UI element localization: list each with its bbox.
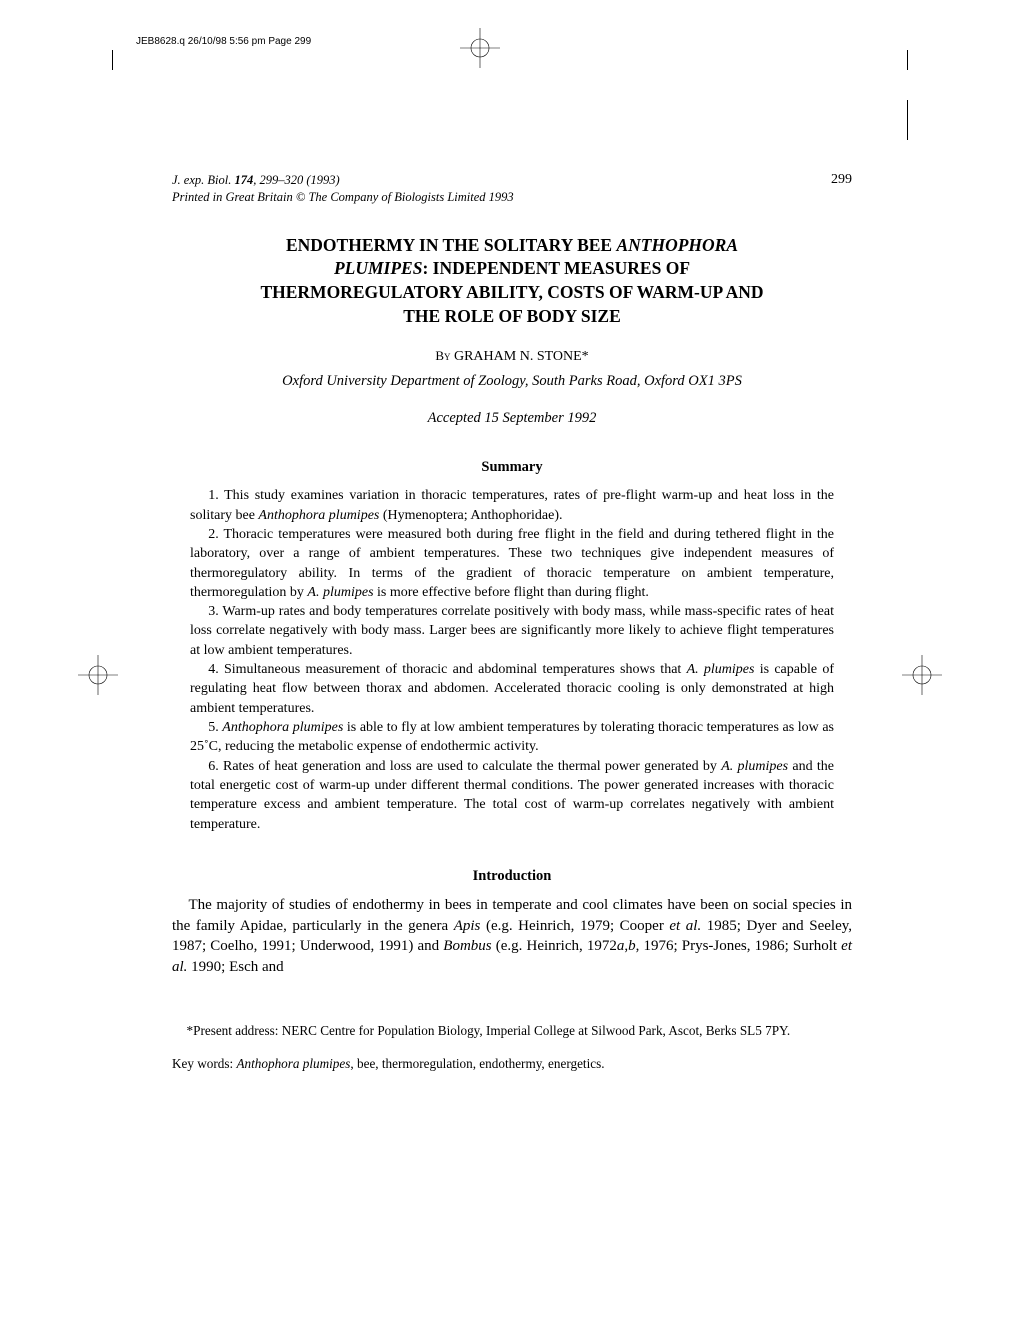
journal-pages: , 299–320 (1993)	[253, 173, 339, 187]
keywords-rest: , bee, thermoregulation, endothermy, ene…	[350, 1056, 604, 1071]
title-line2: : INDEPENDENT MEASURES OF	[422, 258, 690, 278]
summary-p1: 1. This study examines variation in thor…	[172, 486, 852, 525]
summary-p4-i: A. plumipes	[687, 662, 755, 677]
summary-p2-b: is more effective before flight than dur…	[374, 585, 649, 600]
summary-p6-a: 6. Rates of heat generation and loss are…	[208, 759, 721, 774]
title-line1-italic: ANTHOPHORA	[616, 235, 738, 255]
title-line3: THERMOREGULATORY ABILITY, COSTS OF WARM-…	[260, 282, 763, 302]
author-affiliation: Oxford University Department of Zoology,…	[172, 373, 852, 390]
summary-p2: 2. Thoracic temperatures were measured b…	[172, 525, 852, 602]
journal-name: J. exp. Biol.	[172, 173, 234, 187]
summary-p1-i: Anthophora plumipes	[258, 508, 382, 523]
summary-p2-i: A. plumipes	[307, 585, 373, 600]
trim-rule-right-2	[907, 100, 908, 140]
keywords: Key words: Anthophora plumipes, bee, the…	[172, 1055, 852, 1073]
intro-p1-i3: Bombus	[443, 938, 491, 954]
summary-p6-i: A. plumipes	[721, 759, 788, 774]
journal-citation: J. exp. Biol. 174, 299–320 (1993) Printe…	[172, 172, 514, 206]
summary-p6: 6. Rates of heat generation and loss are…	[172, 757, 852, 834]
summary-p4-a: 4. Simultaneous measurement of thoracic …	[208, 662, 686, 677]
page-content: J. exp. Biol. 174, 299–320 (1993) Printe…	[172, 172, 852, 1073]
page-number: 299	[831, 172, 852, 188]
introduction-heading: Introduction	[172, 868, 852, 885]
summary-heading: Summary	[172, 459, 852, 476]
intro-p1-i2: et al.	[669, 918, 701, 934]
journal-header: J. exp. Biol. 174, 299–320 (1993) Printe…	[172, 172, 852, 206]
author-byline: By GRAHAM N. STONE*	[172, 348, 852, 365]
registration-mark-top	[460, 28, 500, 68]
slug-line: JEB8628.q 26/10/98 5:56 pm Page 299	[136, 36, 311, 47]
keywords-italic: Anthophora plumipes	[236, 1056, 350, 1071]
summary-p5-i: Anthophora plumipes	[222, 720, 343, 735]
summary-p4: 4. Simultaneous measurement of thoracic …	[172, 660, 852, 718]
intro-p1-d: (e.g. Heinrich, 1972	[492, 938, 617, 954]
summary-p5-a: 5.	[208, 720, 222, 735]
summary-p5: 5. Anthophora plumipes is able to fly at…	[172, 718, 852, 757]
keywords-label: Key words:	[172, 1056, 236, 1071]
intro-p1-i1: Apis	[454, 918, 481, 934]
title-line4: THE ROLE OF BODY SIZE	[403, 306, 621, 326]
intro-p1: The majority of studies of endothermy in…	[172, 895, 852, 978]
present-address-footnote: *Present address: NERC Centre for Popula…	[172, 1022, 852, 1040]
accepted-date: Accepted 15 September 1992	[172, 410, 852, 427]
intro-p1-f: , 1976; Prys-Jones, 1986; Surholt	[636, 938, 842, 954]
intro-p1-i5: b	[628, 938, 636, 954]
author-name: GRAHAM N. STONE*	[450, 349, 588, 364]
trim-rule-left	[112, 50, 113, 70]
footnote-block: *Present address: NERC Centre for Popula…	[172, 1022, 852, 1074]
title-line1: ENDOTHERMY IN THE SOLITARY BEE	[286, 235, 617, 255]
registration-mark-left	[78, 655, 118, 695]
intro-p1-g: 1990; Esch and	[187, 959, 283, 975]
journal-copyright: Printed in Great Britain © The Company o…	[172, 190, 514, 204]
journal-volume: 174	[234, 173, 253, 187]
byline-by: By	[435, 348, 450, 363]
article-title: ENDOTHERMY IN THE SOLITARY BEE ANTHOPHOR…	[172, 234, 852, 329]
title-line2-italic: PLUMIPES	[334, 258, 422, 278]
registration-mark-right	[902, 655, 942, 695]
intro-p1-b: (e.g. Heinrich, 1979; Cooper	[480, 918, 669, 934]
introduction-section: Introduction The majority of studies of …	[172, 868, 852, 978]
trim-rule-right-1	[907, 50, 908, 70]
summary-p1-b: (Hymenoptera; Anthophoridae).	[383, 508, 563, 523]
summary-p3: 3. Warm-up rates and body temperatures c…	[172, 602, 852, 660]
summary-section: Summary 1. This study examines variation…	[172, 459, 852, 834]
